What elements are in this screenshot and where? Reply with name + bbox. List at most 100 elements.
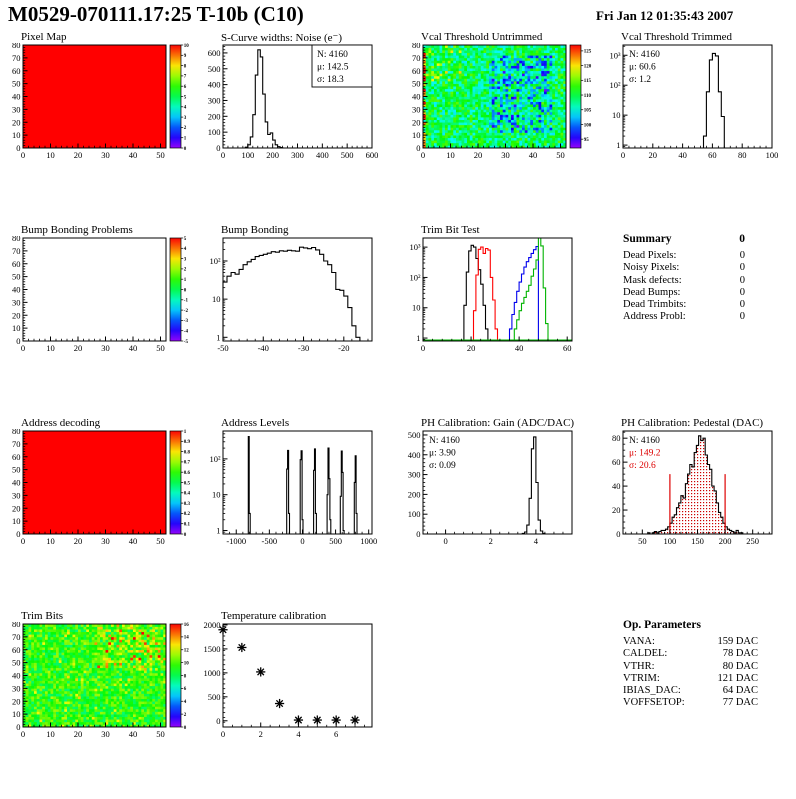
svg-text:80: 80 <box>412 43 421 50</box>
svg-text:0: 0 <box>300 536 304 546</box>
svg-text:30: 30 <box>101 536 110 546</box>
svg-text:0.9: 0.9 <box>184 440 191 445</box>
svg-text:20: 20 <box>12 310 21 320</box>
op-parameter-label: CALDEL: <box>623 648 667 660</box>
svg-text:50: 50 <box>556 150 565 160</box>
svg-text:0: 0 <box>21 343 25 353</box>
svg-text:0.7: 0.7 <box>184 461 191 466</box>
svg-text:40: 40 <box>678 150 687 160</box>
summary-row: Dead Pixels: 0 <box>623 250 745 262</box>
svg-text:-500: -500 <box>262 536 278 546</box>
chart-title: Vcal Threshold Untrimmed <box>421 31 542 43</box>
svg-text:-4: -4 <box>184 330 189 335</box>
summary-row: Noisy Pixels: 0 <box>623 262 745 274</box>
svg-text:40: 40 <box>515 343 524 353</box>
svg-text:50: 50 <box>412 79 421 89</box>
svg-text:70: 70 <box>412 53 421 63</box>
op-parameter-row: CALDEL: 78 DAC <box>623 648 758 660</box>
summary-header: Summary 0 <box>623 233 745 245</box>
svg-text:0: 0 <box>421 150 425 160</box>
svg-text:N: 4160: N: 4160 <box>429 436 460 446</box>
svg-text:300: 300 <box>408 470 421 480</box>
op-parameter-label: VTRIM: <box>623 673 660 685</box>
svg-text:10: 10 <box>12 130 21 140</box>
summary-row-label: Dead Bumps: <box>623 287 680 299</box>
op-parameters-title: Op. Parameters <box>623 619 701 631</box>
op-parameter-value: 64 DAC <box>723 685 758 697</box>
chart-title: Pixel Map <box>21 31 67 43</box>
svg-text:50: 50 <box>638 536 647 546</box>
op-parameter-label: VOFFSETOP: <box>623 697 685 709</box>
svg-text:0: 0 <box>184 533 187 538</box>
svg-text:60: 60 <box>612 457 621 467</box>
page-date: Fri Jan 12 01:35:43 2007 <box>596 8 733 24</box>
svg-text:0: 0 <box>616 529 620 539</box>
chart-title: Bump Bonding Problems <box>21 224 133 236</box>
svg-text:0: 0 <box>443 536 447 546</box>
op-parameter-value: 80 DAC <box>723 661 758 673</box>
svg-text:105: 105 <box>584 109 592 114</box>
svg-text:10: 10 <box>412 303 421 313</box>
svg-text:1: 1 <box>184 137 187 142</box>
op-parameter-value: 121 DAC <box>717 673 758 685</box>
svg-text:10²: 10² <box>209 454 221 464</box>
svg-text:0.4: 0.4 <box>184 492 191 497</box>
svg-text:200: 200 <box>208 111 221 121</box>
svg-text:60: 60 <box>12 452 21 462</box>
svg-text:0: 0 <box>21 150 25 160</box>
svg-text:80: 80 <box>12 429 21 436</box>
svg-text:30: 30 <box>12 297 21 307</box>
svg-text:0.1: 0.1 <box>184 523 191 528</box>
svg-text:0.8: 0.8 <box>184 450 191 455</box>
svg-text:-2: -2 <box>184 309 189 314</box>
svg-text:2: 2 <box>184 268 187 273</box>
svg-text:5: 5 <box>184 237 187 242</box>
svg-text:6: 6 <box>184 85 187 90</box>
svg-text:20: 20 <box>467 343 476 353</box>
svg-text:40: 40 <box>129 150 138 160</box>
svg-text:95: 95 <box>584 138 590 143</box>
svg-text:2: 2 <box>184 126 187 131</box>
summary-row: Dead Trimbits: 0 <box>623 299 745 311</box>
svg-text:20: 20 <box>649 150 658 160</box>
svg-text:30: 30 <box>101 343 110 353</box>
svg-text:μ: 149.2: μ: 149.2 <box>629 449 661 459</box>
svg-text:0: 0 <box>421 343 425 353</box>
chart-title: Address decoding <box>21 417 100 429</box>
svg-text:250: 250 <box>746 536 759 546</box>
svg-text:200: 200 <box>408 489 421 499</box>
svg-text:40: 40 <box>529 150 538 160</box>
svg-text:2: 2 <box>489 536 493 546</box>
svg-text:10³: 10³ <box>609 50 621 60</box>
summary-title: Summary <box>623 233 672 245</box>
svg-text:10: 10 <box>446 150 455 160</box>
svg-text:1: 1 <box>184 430 187 435</box>
svg-text:20: 20 <box>412 117 421 127</box>
svg-text:N: 4160: N: 4160 <box>629 436 660 446</box>
svg-text:120: 120 <box>584 64 592 69</box>
svg-text:80: 80 <box>12 43 21 50</box>
svg-text:20: 20 <box>12 117 21 127</box>
svg-text:10: 10 <box>612 110 621 120</box>
chart-title: Bump Bonding <box>221 224 289 236</box>
svg-text:10: 10 <box>46 536 55 546</box>
svg-text:30: 30 <box>12 490 21 500</box>
svg-text:0: 0 <box>16 529 20 539</box>
svg-text:8: 8 <box>184 64 187 69</box>
op-parameter-label: VTHR: <box>623 661 655 673</box>
op-parameters-header: Op. Parameters <box>623 619 758 631</box>
svg-text:σ: 0.09: σ: 0.09 <box>429 461 456 471</box>
svg-text:40: 40 <box>12 478 21 488</box>
svg-text:μ: 3.90: μ: 3.90 <box>429 449 456 459</box>
